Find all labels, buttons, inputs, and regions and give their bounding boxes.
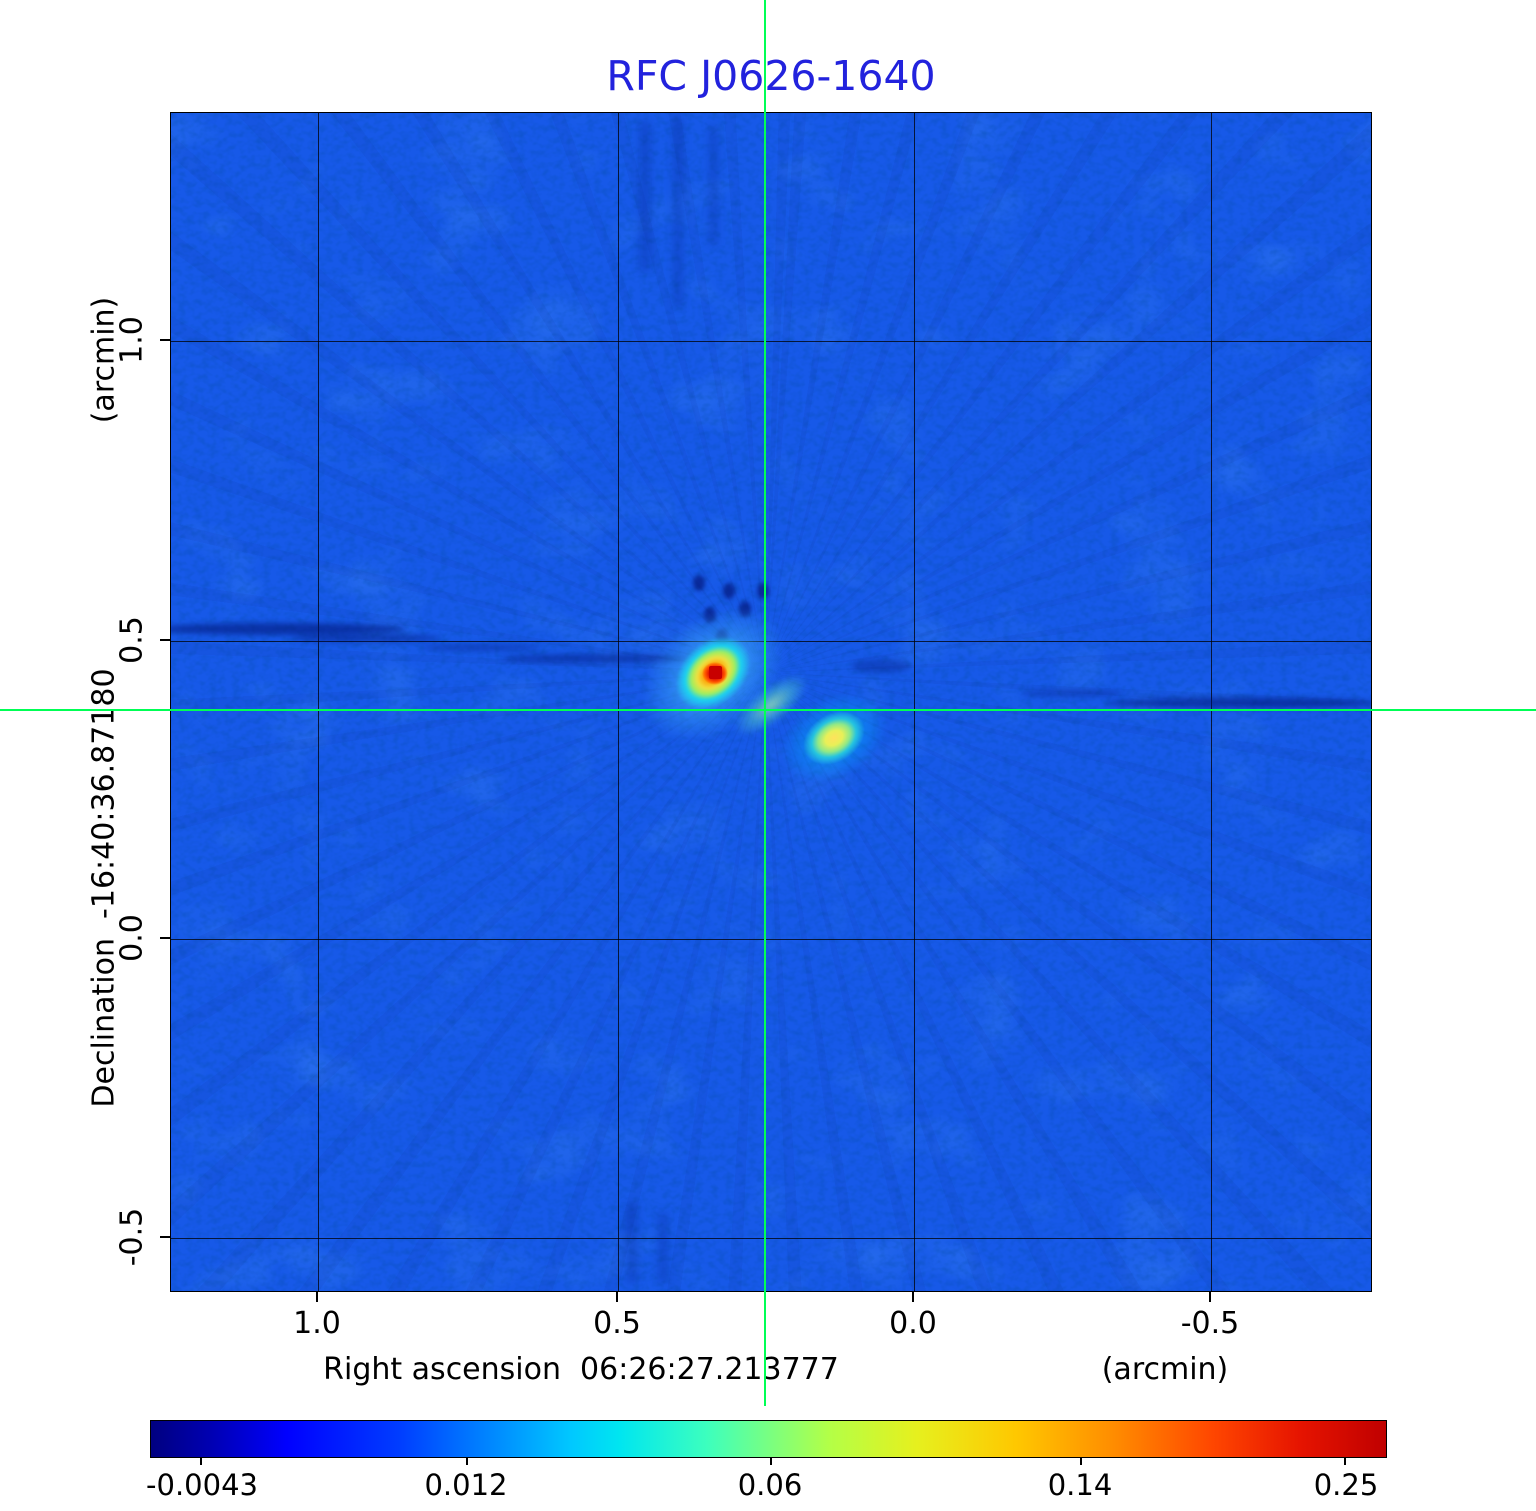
plot-title: RFC J0626-1640 bbox=[606, 52, 936, 100]
grid-line-vertical bbox=[318, 113, 319, 1291]
noise-speck bbox=[723, 583, 735, 599]
grid-line-horizontal bbox=[171, 1238, 1371, 1239]
x-axis-tick-mark bbox=[912, 1292, 914, 1302]
x-tick-label: 0.5 bbox=[593, 1306, 641, 1341]
y-axis-tick-mark bbox=[160, 1236, 170, 1238]
crosshair-vertical-line bbox=[764, 0, 766, 1406]
colorbar-tick-mark bbox=[465, 1457, 468, 1465]
noise-speck bbox=[693, 575, 705, 591]
x-axis-unit-label: (arcmin) bbox=[1101, 1352, 1229, 1387]
grid-line-vertical bbox=[914, 113, 915, 1291]
x-axis-tick-mark bbox=[616, 1292, 618, 1302]
colorbar-tick-label: 0.06 bbox=[737, 1468, 803, 1502]
column-artifact bbox=[709, 125, 718, 245]
sidelobe-streak bbox=[851, 659, 911, 673]
noise-speck bbox=[757, 583, 769, 599]
colorbar-tick-label: -0.0043 bbox=[146, 1468, 258, 1502]
colorbar-tick-mark bbox=[769, 1457, 772, 1465]
colorbar-tick-label: 0.012 bbox=[424, 1468, 508, 1502]
core-peak-pixel bbox=[709, 666, 722, 679]
colorbar-tick-mark bbox=[200, 1457, 203, 1465]
sidelobe-streak bbox=[421, 644, 541, 651]
sidelobe-streak bbox=[1021, 690, 1121, 697]
sidelobe-streak bbox=[1106, 698, 1371, 708]
y-axis-tick-mark bbox=[160, 937, 170, 939]
sidelobe-streak bbox=[291, 634, 441, 642]
y-axis-tick-mark bbox=[160, 639, 170, 641]
x-axis-tick-mark bbox=[1209, 1292, 1211, 1302]
y-tick-label: 0.5 bbox=[114, 616, 150, 664]
x-tick-label: 0.0 bbox=[889, 1306, 937, 1341]
column-artifact bbox=[639, 121, 651, 271]
column-artifact bbox=[658, 1213, 668, 1283]
colorbar-tick-label: 0.25 bbox=[1313, 1468, 1379, 1502]
crosshair-horizontal-line bbox=[0, 709, 1536, 711]
grid-line-horizontal bbox=[171, 341, 1371, 342]
column-artifact bbox=[673, 117, 683, 307]
grid-line-vertical bbox=[618, 113, 619, 1291]
grid-line-horizontal bbox=[171, 939, 1371, 940]
y-axis-unit-label: (arcmin) bbox=[86, 296, 122, 424]
x-tick-label: 1.0 bbox=[293, 1306, 341, 1341]
y-tick-label: -0.5 bbox=[114, 1207, 150, 1267]
colorbar-tick-mark bbox=[1079, 1457, 1082, 1465]
y-axis-tick-mark bbox=[160, 339, 170, 341]
sidelobe-streak bbox=[501, 654, 691, 663]
colorbar-tick-label: 0.14 bbox=[1047, 1468, 1113, 1502]
x-axis-tick-mark bbox=[316, 1292, 318, 1302]
x-tick-label: -0.5 bbox=[1180, 1306, 1240, 1341]
y-axis-label: Declination -16:40:36.87180 bbox=[86, 668, 122, 1108]
sidelobe-streak bbox=[171, 623, 406, 635]
x-axis-label: Right ascension 06:26:27.213777 bbox=[323, 1352, 839, 1387]
colorbar-tick-mark bbox=[1344, 1457, 1346, 1465]
image-plot bbox=[170, 112, 1372, 1292]
colorbar-gradient bbox=[150, 1420, 1387, 1465]
column-artifact bbox=[626, 1203, 638, 1283]
